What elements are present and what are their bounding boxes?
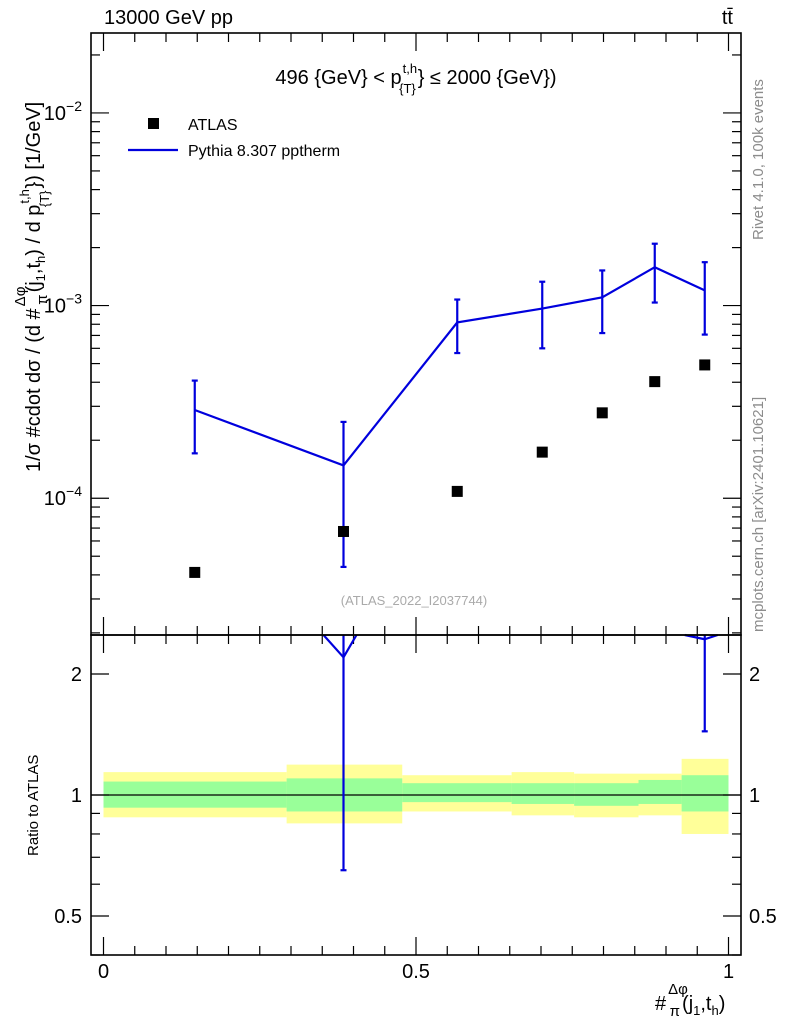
- ratio-y-tick-label-left: 1: [71, 785, 82, 807]
- ratio-band-inner: [402, 783, 512, 803]
- ratio-y-tick-label-left: 2: [71, 664, 82, 686]
- x-tick-label: 1: [723, 961, 734, 983]
- svg-text:1/σ #cdot dσ / (d #Δφπ(j1,th): 1/σ #cdot dσ / (d #Δφ π(j1,th) / d pt,h {T…: [12, 102, 52, 472]
- main-y-axis-label: 1/σ #cdot dσ / (d #Δφ π(j1,th) / d pt,h {T…: [12, 102, 52, 472]
- ratio-panel: 0.5 0.5 1 1 2 2 0 0.5 1: [54, 633, 777, 983]
- plot-title: 496 {GeV} < pt,h {T}} ≤ 2000 {GeV}): [275, 61, 556, 96]
- ratio-y-tick-label-left: 0.5: [54, 906, 82, 928]
- legend-pythia-label: Pythia 8.307 pptherm: [188, 143, 340, 160]
- ratio-band-inner: [638, 779, 682, 804]
- data-point: [451, 485, 463, 497]
- header-left: 13000 GeV pp: [104, 7, 233, 29]
- main-y-tick-label: 10−4: [44, 483, 82, 510]
- x-tick-label: 0: [98, 961, 109, 983]
- data-point: [536, 446, 548, 458]
- ratio-band-inner: [681, 775, 729, 812]
- ratio-y-tick-label-right: 2: [749, 664, 760, 686]
- ratio-mc-line: [322, 634, 345, 659]
- main-y-tick-label: 10−2: [44, 98, 82, 125]
- rivet-version-label: Rivet 4.1.0, 100k events: [750, 79, 767, 240]
- data-point: [596, 407, 608, 419]
- ratio-frame: [90, 634, 742, 956]
- main-y-tick-label: 10−3: [44, 291, 82, 318]
- ratio-y-tick-label-right: 1: [749, 785, 760, 807]
- data-point: [649, 376, 661, 388]
- analysis-watermark: (ATLAS_2022_I2037744): [341, 593, 487, 608]
- main-panel: 10−4 10−3 10−2: [44, 33, 741, 635]
- ratio-y-axis-label: Ratio to ATLAS: [25, 755, 42, 856]
- mcplots-label: mcplots.cern.ch [arXiv:2401.10621]: [750, 397, 767, 632]
- legend-atlas-marker: [148, 118, 159, 129]
- ratio-mc-line: [342, 634, 358, 658]
- data-point: [338, 525, 349, 537]
- data-point: [189, 566, 201, 578]
- x-axis-label: #Δφ π (j1,th): [655, 981, 725, 1020]
- legend-atlas-label: ATLAS: [188, 117, 238, 134]
- ratio-band-inner: [511, 783, 575, 804]
- ratio-y-tick-label-right: 0.5: [749, 906, 777, 928]
- mc-series-line: [194, 265, 706, 467]
- x-tick-label: 0.5: [402, 961, 430, 983]
- data-point: [699, 359, 711, 371]
- header-right: tt̄: [722, 7, 734, 29]
